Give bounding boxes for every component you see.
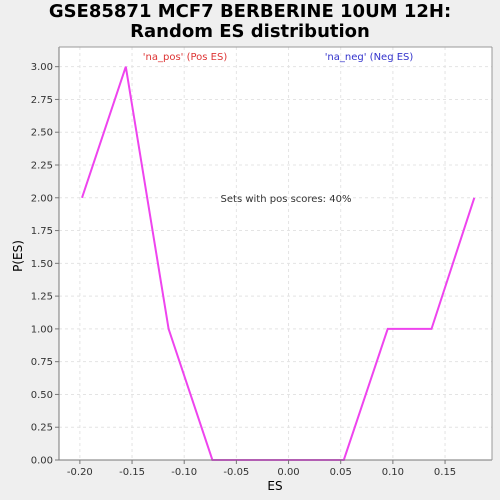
y-tick-label: 2.00 — [31, 193, 53, 204]
x-tick-label: 0.15 — [434, 467, 456, 478]
chart-title: GSE85871 MCF7 BERBERINE 10UM 12H: Random… — [0, 2, 500, 42]
y-tick-label: 0.50 — [31, 390, 53, 401]
x-tick-label: -0.20 — [67, 467, 93, 478]
neg-es-label: 'na_neg' (Neg ES) — [325, 52, 414, 63]
x-ticks: -0.20 -0.15 -0.10 -0.05 0.00 0.05 0.10 0.15 — [67, 460, 456, 478]
x-tick-label: -0.05 — [223, 467, 249, 478]
x-tick-label: 0.05 — [330, 467, 352, 478]
grid — [59, 47, 492, 461]
y-tick-label: 1.50 — [31, 259, 53, 270]
x-tick-label: -0.10 — [171, 467, 197, 478]
x-tick-label: 0.00 — [277, 467, 299, 478]
y-tick-label: 1.75 — [31, 226, 53, 237]
x-axis-label: ES — [267, 479, 282, 493]
y-tick-label: 3.00 — [31, 62, 53, 73]
y-axis-label: P(ES) — [11, 240, 25, 272]
y-tick-label: 1.25 — [31, 292, 53, 303]
pos-score-annotation: Sets with pos scores: 40% — [221, 194, 352, 205]
chart-title-line-1: GSE85871 MCF7 BERBERINE 10UM 12H: — [48, 1, 452, 22]
plot-area — [59, 47, 492, 460]
pos-es-label: 'na_pos' (Pos ES) — [143, 52, 228, 63]
y-tick-label: 1.00 — [31, 324, 53, 335]
x-tick-label: -0.15 — [119, 467, 145, 478]
chart-title-line-2: Random ES distribution — [130, 21, 370, 42]
y-tick-label: 2.75 — [31, 95, 53, 106]
x-tick-label: 0.10 — [382, 467, 404, 478]
y-tick-label: 0.75 — [31, 357, 53, 368]
y-tick-label: 0.25 — [31, 423, 53, 434]
y-ticks: 0.00 0.25 0.50 0.75 1.00 1.25 1.50 1.75 2.00 2.25… — [31, 62, 59, 467]
y-tick-label: 2.25 — [31, 161, 53, 172]
y-tick-label: 0.00 — [31, 456, 53, 467]
y-tick-label: 2.50 — [31, 128, 53, 139]
